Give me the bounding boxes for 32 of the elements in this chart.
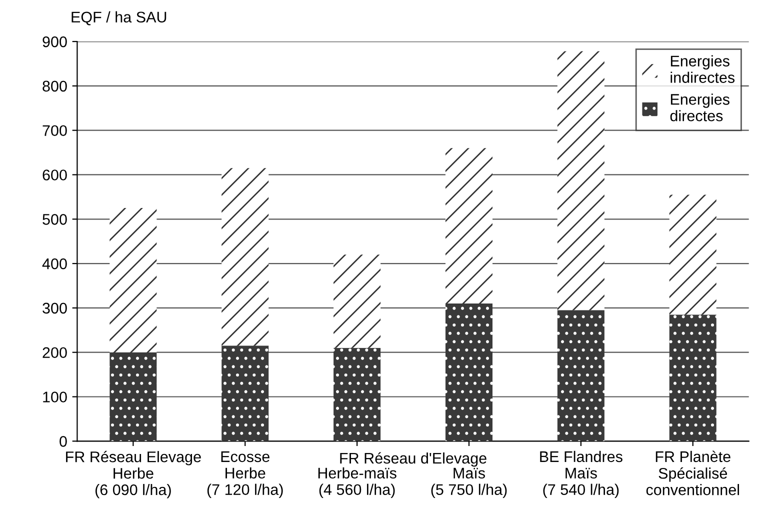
y-axis-title: EQF / ha SAU bbox=[72, 11, 166, 26]
y-tick-label: 400 bbox=[42, 258, 67, 270]
bar bbox=[222, 346, 269, 442]
bar bbox=[445, 304, 492, 442]
bar bbox=[110, 208, 157, 352]
y-tick-label: 600 bbox=[42, 170, 67, 180]
legend-label: Energies indirectes bbox=[670, 55, 735, 83]
y-tick-label: 0 bbox=[60, 436, 67, 447]
text: FR Réseau d'Elevage bbox=[340, 452, 486, 467]
y-tick-label: 900 bbox=[42, 36, 67, 48]
bar bbox=[557, 51, 604, 310]
bar bbox=[669, 194, 716, 315]
y-tick-label: 700 bbox=[42, 125, 67, 136]
legend-label: Energies directes bbox=[670, 94, 730, 122]
bar bbox=[669, 314, 716, 442]
bar bbox=[445, 148, 492, 304]
y-tick-label: 800 bbox=[42, 80, 67, 92]
y-tick-label: 500 bbox=[42, 214, 67, 225]
bar bbox=[334, 254, 381, 348]
x-tick-label: FR Planète Spécialisé conventionnel bbox=[646, 450, 739, 496]
y-tick-label: 100 bbox=[43, 392, 67, 402]
y-tick-label: 200 bbox=[42, 347, 67, 358]
x-tick-label: BE Flandres Maïs (7 540 l/ha) bbox=[540, 450, 622, 498]
x-tick-label: Maïs (5 750 l/ha) bbox=[431, 468, 507, 498]
bar bbox=[334, 348, 381, 442]
bar bbox=[110, 352, 157, 442]
x-tick-label: Ecosse Herbe (7 120 l/ha) bbox=[207, 451, 283, 498]
bar bbox=[222, 168, 269, 346]
y-tick-label: 300 bbox=[42, 302, 67, 314]
x-tick-label: FR Réseau Elevage Herbe (6 090 l/ha) bbox=[66, 450, 201, 498]
x-tick-label: Herbe-maïs (4 560 l/ha) bbox=[318, 467, 396, 498]
bar bbox=[557, 310, 604, 442]
